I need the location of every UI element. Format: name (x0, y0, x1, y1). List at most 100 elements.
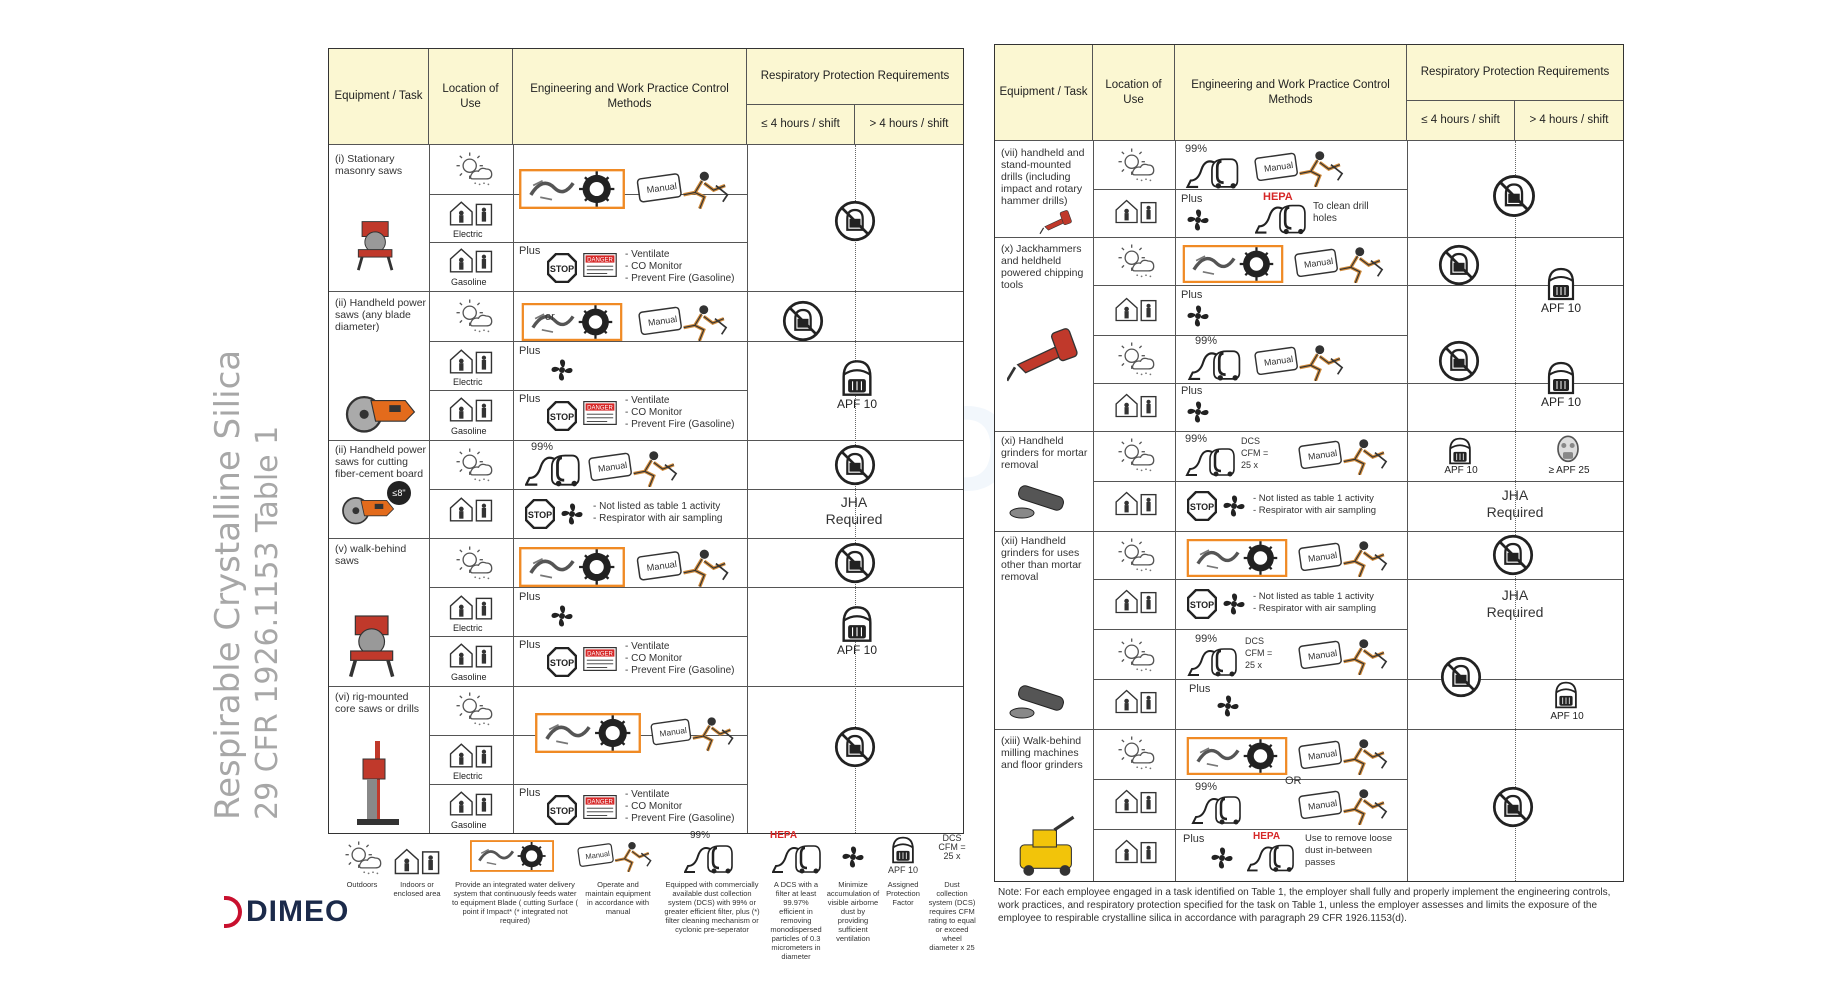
ventilation-fan-icon (838, 842, 868, 872)
cfm25-text: 25 x (943, 851, 961, 861)
co-monitor-text: - CO Monitor (625, 407, 683, 418)
header-gt4: > 4 hours / shift (855, 105, 963, 145)
efficiency-label: 99% (1185, 143, 1208, 155)
drill-icon (1035, 205, 1081, 235)
legend-dcs-cfm: DCS CFM = 25 x (932, 834, 972, 861)
danger-sign-icon (583, 401, 617, 425)
gasoline-controls: - Ventilate - CO Monitor - Prevent Fire … (625, 395, 734, 431)
task-label: (x) Jackhammers and heldheld powered chi… (1001, 243, 1084, 291)
legend-indoors: Indoors or enclosed area (393, 880, 441, 898)
legend-water: Provide an integrated water delivery sys… (452, 880, 578, 925)
not-listed-text: - Not listed as table 1 activity (1253, 591, 1374, 602)
remove-dust-text: Use to remove loose dust in-between pass… (1305, 833, 1393, 868)
hepa-label: HEPA (1263, 191, 1293, 203)
cfm25-text: 25 x (1241, 460, 1259, 470)
air-sampling-controls: - Not listed as table 1 activity - Respi… (593, 501, 723, 525)
row-divider (329, 291, 963, 292)
electric-label: Electric (453, 229, 483, 239)
row-divider (995, 729, 1623, 730)
row-divider (1093, 779, 1407, 780)
row-divider (329, 538, 963, 539)
indoors-icon (447, 789, 495, 817)
header-engineering: Engineering and Work Practice Control Me… (1175, 45, 1407, 141)
jha-required: JHA Required (1459, 587, 1571, 621)
row-divider (995, 237, 1623, 238)
header-le4: ≤ 4 hours / shift (747, 105, 855, 145)
manual-operation-icon (635, 169, 739, 209)
plus-label: Plus (1181, 289, 1203, 301)
right-table: Equipment / Task Location of Use Enginee… (994, 44, 1624, 882)
no-respirator-icon (781, 299, 825, 343)
stop-sign-icon (1187, 491, 1217, 521)
ventilate-text: - Ventilate (625, 395, 670, 406)
water-delivery-icon (533, 713, 643, 753)
ventilate-text: - Ventilate (625, 789, 670, 800)
task-label: (ii) Handheld power saws (any blade diam… (335, 297, 427, 333)
ventilation-fan-icon (547, 601, 577, 631)
water-delivery-icon (517, 169, 627, 209)
indoors-icon (1113, 687, 1159, 715)
grinder-icon (1007, 475, 1079, 525)
outdoors-icon (1113, 341, 1157, 377)
efficiency-label: 99% (1185, 433, 1208, 445)
task-label: (i) Stationary masonry saws (335, 153, 403, 177)
task-label: (vii) handheld and stand-mounted drills … (1001, 147, 1085, 207)
gasoline-label: Gasoline (451, 277, 487, 287)
manual-operation-icon (635, 547, 739, 587)
header-gt4: > 4 hours / shift (1515, 101, 1623, 141)
indoors-icon (1113, 837, 1159, 865)
indoors-icon (447, 246, 495, 274)
danger-sign-icon (583, 253, 617, 277)
hepa-vacuum-icon (772, 842, 822, 874)
dcs-cfm-text: DCS CFM = 25 x (1241, 435, 1268, 471)
not-listed-text: - Not listed as table 1 activity (1253, 493, 1374, 504)
manual-operation-icon (1295, 637, 1399, 675)
jha-required: JHA Required (1459, 487, 1571, 521)
hepa-vacuum-icon (1247, 841, 1295, 873)
vacuum-icon (525, 451, 581, 487)
gasoline-controls: - Ventilate - CO Monitor - Prevent Fire … (625, 641, 734, 677)
apf10-label: APF 10 (1540, 301, 1582, 315)
indoors-icon (1113, 787, 1159, 815)
indoors-icon (1113, 391, 1159, 419)
cfm25-text: 25 x (1245, 660, 1263, 670)
logo-text: DIMEO (246, 895, 350, 928)
stop-sign-icon (1187, 589, 1217, 619)
dotted-divider (1515, 141, 1516, 881)
grinder-icon (1007, 675, 1079, 725)
row-divider (1093, 829, 1407, 830)
apf25-label: ≥ APF 25 (1548, 465, 1590, 476)
manual-operation-icon (649, 713, 743, 753)
indoors-icon (447, 347, 495, 375)
legend-outdoors: Outdoors (346, 880, 378, 889)
row-divider (1093, 629, 1407, 630)
title-line-1: Respirable Crystalline Silica (208, 349, 248, 820)
walk-behind-saw-icon (339, 609, 409, 679)
electric-label: Electric (453, 377, 483, 387)
gasoline-label: Gasoline (451, 672, 487, 682)
indoors-icon (447, 395, 495, 423)
apf10-label: APF 10 (1444, 465, 1478, 476)
row-divider (1093, 579, 1623, 580)
co-monitor-text: - CO Monitor (625, 801, 683, 812)
efficiency-label: 99% (1195, 633, 1218, 645)
prevent-fire-text: - Prevent Fire (Gasoline) (625, 665, 735, 676)
core-drill-icon (353, 739, 403, 829)
respirator-icon (1551, 681, 1581, 709)
header-equipment: Equipment / Task (329, 49, 429, 145)
outdoors-icon (451, 298, 495, 334)
water-delivery-icon (470, 840, 554, 872)
indoors-icon (447, 641, 495, 669)
indoors-icon (1113, 295, 1159, 323)
ventilate-text: - Ventilate (625, 641, 670, 652)
left-table: Equipment / Task Location of Use Enginee… (328, 48, 964, 834)
legend-ventilation: Minimize accumulation of visible airborn… (826, 880, 880, 943)
respirator-icon (837, 359, 877, 397)
stop-sign-icon (547, 253, 577, 283)
or-label: or (545, 311, 555, 323)
water-delivery-icon (1185, 539, 1289, 577)
task-label: (ii) Handheld power saws for cutting fib… (335, 444, 427, 480)
respirator-icon (1445, 437, 1475, 465)
manual-operation-icon (576, 840, 660, 872)
stop-sign-icon (547, 401, 577, 431)
